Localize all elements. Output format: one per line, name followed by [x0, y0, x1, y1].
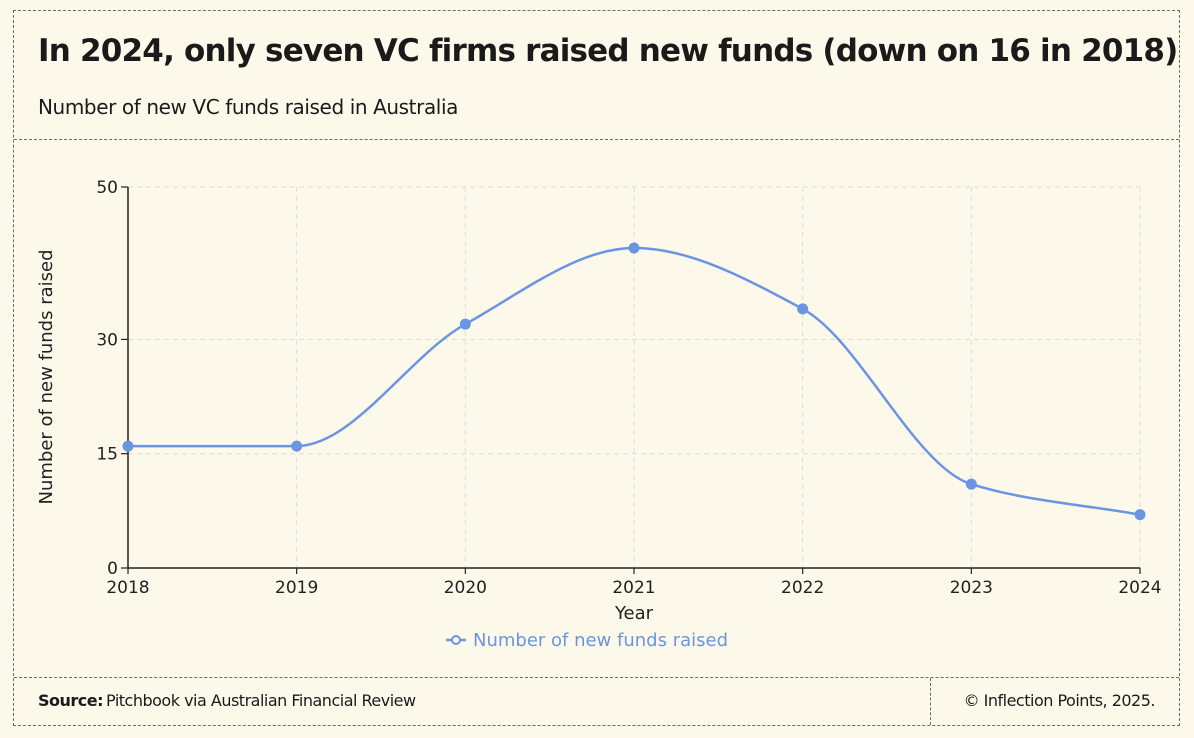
- grid-lines: [128, 186, 1141, 568]
- x-tick-label: 2023: [950, 578, 993, 598]
- series-points: [122, 242, 1146, 521]
- y-axis-label: Number of new funds raised: [36, 249, 57, 504]
- chart-legend[interactable]: Number of new funds raised: [446, 630, 728, 651]
- x-tick-label: 2021: [612, 578, 655, 598]
- chart-footer: Source: Pitchbook via Australian Financia…: [14, 677, 1179, 725]
- chart-subtitle: Number of new VC funds raised in Austral…: [38, 95, 458, 119]
- x-tick-label: 2020: [444, 578, 487, 598]
- data-point[interactable]: [291, 440, 303, 452]
- y-tick-label: 30: [96, 330, 118, 350]
- data-point[interactable]: [459, 318, 471, 330]
- data-point[interactable]: [628, 242, 640, 254]
- source-text: Pitchbook via Australian Financial Revie…: [106, 691, 416, 710]
- chart-header: In 2024, only seven VC firms raised new …: [14, 11, 1179, 140]
- data-point[interactable]: [797, 303, 809, 315]
- source-label: Source:: [38, 691, 104, 710]
- footer-divider: [930, 678, 931, 725]
- data-point[interactable]: [122, 440, 134, 452]
- source-note: Source: Pitchbook via Australian Financia…: [38, 691, 416, 710]
- data-point[interactable]: [1134, 509, 1146, 521]
- x-tick-label: 2022: [781, 578, 824, 598]
- y-tick-label: 15: [96, 445, 118, 465]
- x-axis-label: Year: [614, 603, 654, 624]
- chart-frame: In 2024, only seven VC firms raised new …: [13, 10, 1180, 726]
- x-tick-label: 2018: [106, 578, 149, 598]
- legend-label: Number of new funds raised: [473, 630, 728, 651]
- copyright-note: © Inflection Points, 2025.: [963, 691, 1156, 710]
- y-tick-label: 50: [96, 178, 118, 198]
- y-tick-labels: 0 15 30 50: [96, 178, 128, 579]
- legend-marker-icon: [451, 635, 461, 645]
- x-tick-label: 2024: [1118, 578, 1161, 598]
- x-tick-labels: 2018 2019 2020 2021 2022 2023 2024: [106, 568, 1162, 598]
- chart-title: In 2024, only seven VC firms raised new …: [38, 33, 1178, 69]
- y-tick-label: 0: [107, 559, 118, 579]
- data-point[interactable]: [965, 478, 977, 490]
- x-tick-label: 2019: [275, 578, 318, 598]
